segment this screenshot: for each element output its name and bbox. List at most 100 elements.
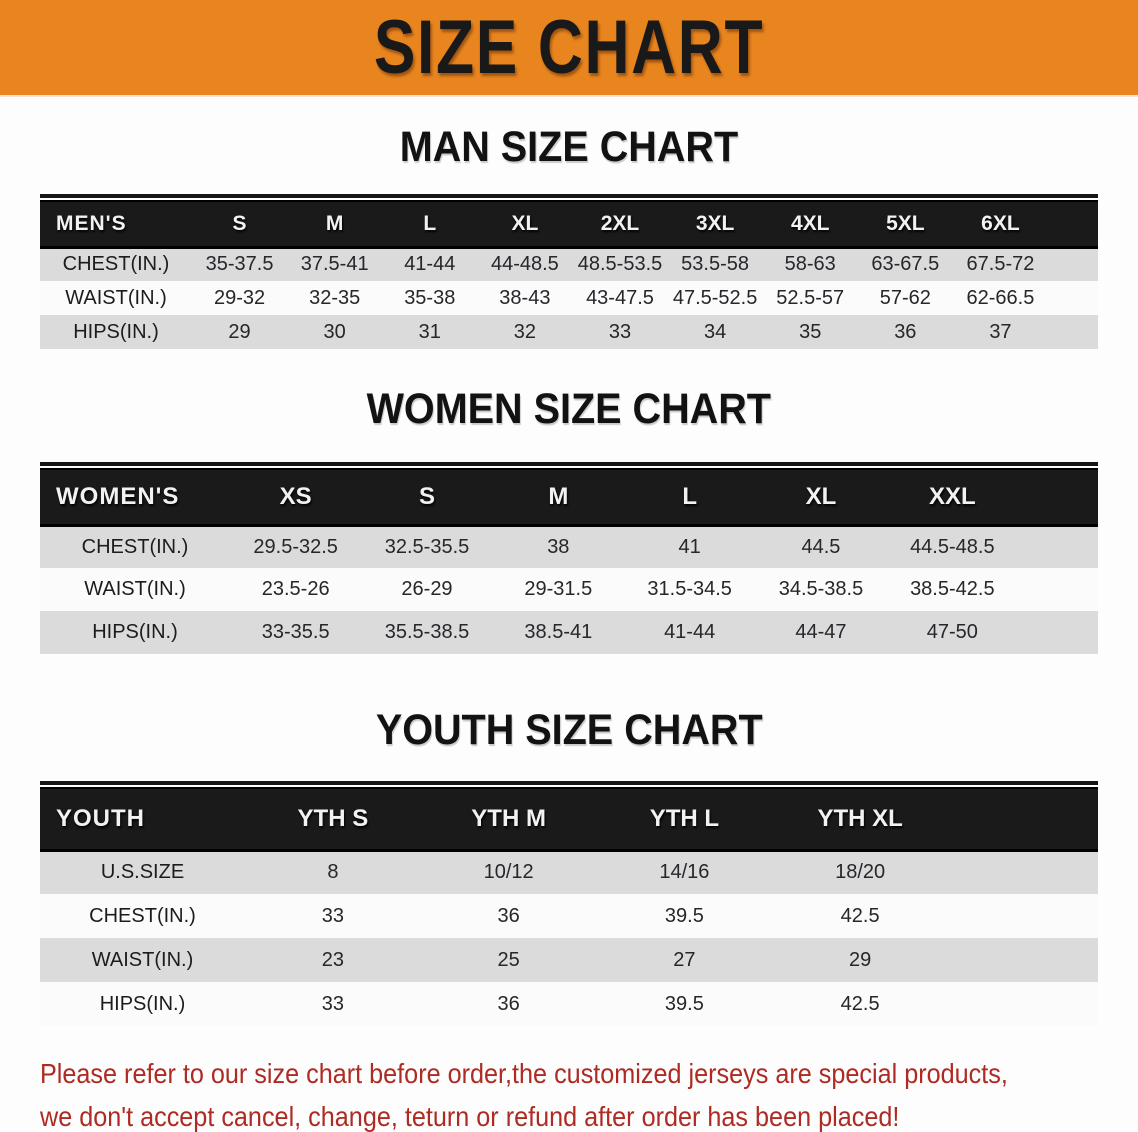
men-header-row: MEN'S S M L XL 2XL 3XL 4XL 5XL 6XL	[40, 200, 1098, 249]
value-cell: 29-31.5	[492, 568, 624, 611]
table-spacer	[948, 938, 1098, 982]
value-cell: 18/20	[772, 850, 948, 894]
men-corner-label: MEN'S	[40, 200, 192, 249]
value-cell: 36	[420, 894, 597, 938]
value-cell: 38.5-42.5	[886, 568, 1018, 611]
value-cell: 31.5-34.5	[623, 568, 756, 611]
table-spacer	[1018, 525, 1098, 568]
value-cell: 38.5-41	[492, 611, 624, 654]
men-section-title: MAN SIZE CHART	[0, 123, 1138, 172]
men-size-header: 4XL	[762, 200, 858, 249]
value-cell: 34.5-38.5	[755, 568, 887, 611]
value-cell: 47.5-52.5	[667, 281, 763, 315]
value-cell: 37	[952, 315, 1048, 349]
value-cell: 33	[572, 315, 668, 349]
value-cell: 26-29	[361, 568, 493, 611]
value-cell: 36	[420, 982, 597, 1026]
value-cell: 29	[772, 938, 948, 982]
women-size-header: S	[361, 468, 493, 527]
value-cell: 57-62	[857, 281, 953, 315]
disclaimer-line-2: we don't accept cancel, change, teturn o…	[40, 1095, 1138, 1132]
women-table-topline	[40, 462, 1098, 466]
men-size-table: MEN'S S M L XL 2XL 3XL 4XL 5XL 6XL CHEST…	[40, 194, 1098, 349]
value-cell: 29-32	[192, 281, 288, 315]
men-hips-row: HIPS(IN.) 29 30 31 32 33 34 35 36 37	[40, 315, 1098, 349]
value-cell: 62-66.5	[952, 281, 1048, 315]
value-cell: 33	[245, 982, 421, 1026]
disclaimer-line-2-text: we don't accept cancel, change, teturn o…	[40, 1101, 900, 1132]
men-size-header: 3XL	[667, 200, 763, 249]
table-spacer	[948, 787, 1098, 852]
disclaimer-line-1: Please refer to our size chart before or…	[40, 1052, 1138, 1095]
row-label: CHEST(IN.)	[40, 894, 245, 938]
table-spacer	[948, 982, 1098, 1026]
value-cell: 34	[667, 315, 763, 349]
value-cell: 41	[623, 525, 756, 568]
men-size-header: S	[192, 200, 288, 249]
men-waist-row: WAIST(IN.) 29-32 32-35 35-38 38-43 43-47…	[40, 281, 1098, 315]
value-cell: 25	[420, 938, 597, 982]
value-cell: 43-47.5	[572, 281, 668, 315]
value-cell: 30	[287, 315, 383, 349]
table-spacer	[948, 894, 1098, 938]
row-label: HIPS(IN.)	[40, 315, 192, 349]
men-size-header: L	[382, 200, 478, 249]
value-cell: 39.5	[596, 982, 773, 1026]
value-cell: 42.5	[772, 982, 948, 1026]
row-label: WAIST(IN.)	[40, 938, 245, 982]
women-size-header: XXL	[886, 468, 1018, 527]
value-cell: 48.5-53.5	[572, 247, 668, 281]
women-size-header: M	[492, 468, 624, 527]
women-size-header: L	[623, 468, 756, 527]
value-cell: 32.5-35.5	[361, 525, 493, 568]
disclaimer-line-1-text: Please refer to our size chart before or…	[40, 1058, 1008, 1089]
youth-section-title: YOUTH SIZE CHART	[0, 706, 1138, 755]
women-section-title-text: WOMEN SIZE CHART	[366, 385, 772, 433]
youth-waist-row: WAIST(IN.) 23 25 27 29	[40, 938, 1098, 982]
men-section-title-text: MAN SIZE CHART	[399, 123, 739, 171]
youth-size-header: YTH L	[596, 787, 773, 852]
value-cell: 23	[245, 938, 421, 982]
value-cell: 39.5	[596, 894, 773, 938]
youth-size-table: YOUTH YTH S YTH M YTH L YTH XL U.S.SIZE …	[40, 781, 1098, 1026]
value-cell: 37.5-41	[287, 247, 383, 281]
value-cell: 47-50	[886, 611, 1018, 654]
men-size-header: 6XL	[952, 200, 1048, 249]
value-cell: 41-44	[382, 247, 478, 281]
row-label: CHEST(IN.)	[40, 247, 192, 281]
row-label: CHEST(IN.)	[40, 525, 230, 568]
value-cell: 31	[382, 315, 478, 349]
youth-corner-label: YOUTH	[40, 787, 245, 852]
value-cell: 23.5-26	[230, 568, 362, 611]
size-chart-banner: SIZE CHART	[0, 0, 1138, 97]
table-spacer	[948, 850, 1098, 894]
men-size-header: M	[287, 200, 383, 249]
value-cell: 42.5	[772, 894, 948, 938]
value-cell: 29	[192, 315, 288, 349]
row-label: WAIST(IN.)	[40, 568, 230, 611]
value-cell: 35	[762, 315, 858, 349]
value-cell: 35-38	[382, 281, 478, 315]
value-cell: 36	[857, 315, 953, 349]
banner-title: SIZE CHART	[373, 5, 765, 90]
value-cell: 33-35.5	[230, 611, 362, 654]
table-spacer	[1048, 247, 1098, 281]
value-cell: 44.5	[755, 525, 887, 568]
value-cell: 52.5-57	[762, 281, 858, 315]
table-spacer	[1048, 200, 1098, 249]
value-cell: 14/16	[596, 850, 773, 894]
men-size-header: XL	[477, 200, 573, 249]
value-cell: 32	[477, 315, 573, 349]
value-cell: 38	[492, 525, 624, 568]
men-size-header: 2XL	[572, 200, 668, 249]
value-cell: 10/12	[420, 850, 597, 894]
value-cell: 35-37.5	[192, 247, 288, 281]
youth-section-title-text: YOUTH SIZE CHART	[375, 706, 763, 754]
value-cell: 67.5-72	[952, 247, 1048, 281]
table-spacer	[1018, 468, 1098, 527]
row-label: U.S.SIZE	[40, 850, 245, 894]
youth-chest-row: CHEST(IN.) 33 36 39.5 42.5	[40, 894, 1098, 938]
youth-header-row: YOUTH YTH S YTH M YTH L YTH XL	[40, 787, 1098, 852]
value-cell: 33	[245, 894, 421, 938]
women-corner-label: WOMEN'S	[40, 468, 230, 527]
